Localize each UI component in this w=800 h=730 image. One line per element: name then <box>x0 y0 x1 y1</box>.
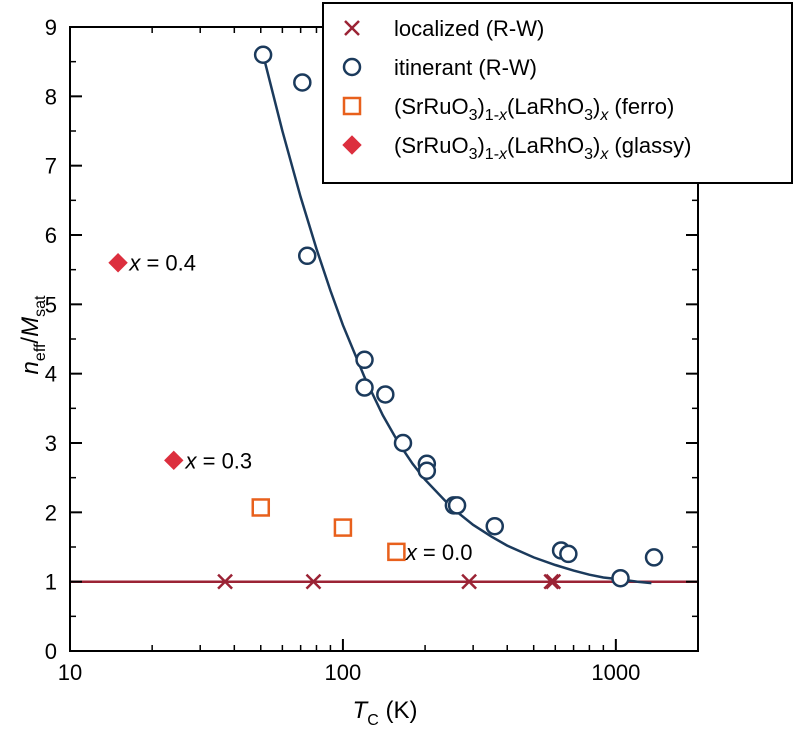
data-point-x <box>543 573 560 590</box>
data-point-circle <box>393 433 413 453</box>
legend-entry-label: (SrRuO3)1-x(LaRhO3)x (glassy) <box>394 133 691 163</box>
annotation-label: x = 0.4 <box>128 251 196 276</box>
y-tick-label: 6 <box>45 223 57 248</box>
legend-entry-label: (SrRuO3)1-x(LaRhO3)x (ferro) <box>394 94 674 124</box>
legend-marker-square <box>342 96 362 116</box>
data-point-circle <box>355 350 374 370</box>
data-point-square <box>251 498 271 517</box>
legend-entry-label: localized (R-W) <box>394 16 544 41</box>
axis-tick-labels: 10 100 1000 0 1 2 3 4 5 6 7 8 9 <box>45 15 641 685</box>
data-point-x <box>217 573 233 590</box>
data-point-diamond <box>164 450 184 471</box>
data-point-circle <box>253 45 273 64</box>
legend: localized (R-W) itinerant (R-W) (SrRuO3)1-… <box>322 2 793 184</box>
y-tick-label: 9 <box>45 15 57 40</box>
data-point-circle <box>297 246 317 266</box>
y-tick-label: 3 <box>45 431 57 456</box>
data-point-circle <box>559 544 578 564</box>
data-point-x <box>461 573 478 590</box>
annotation-label: x = 0.0 <box>405 540 473 565</box>
legend-marker-diamond <box>342 135 362 155</box>
x-axis-label: TC (K) <box>353 697 418 729</box>
annotations: x = 0.4 x = 0.3 x = 0.0 <box>128 251 472 565</box>
data-point-diamond <box>108 253 128 273</box>
y-tick-label: 4 <box>45 362 57 387</box>
data-point-circle <box>355 378 374 397</box>
data-point-square <box>333 518 353 537</box>
y-tick-label: 0 <box>45 639 57 664</box>
y-tick-label: 2 <box>45 500 57 525</box>
legend-box <box>322 2 793 184</box>
legend-marker-x <box>344 20 360 36</box>
x-tick-label: 100 <box>325 660 362 685</box>
y-tick-label: 1 <box>45 570 57 595</box>
data-point-x <box>545 573 562 590</box>
legend-entry-label: itinerant (R-W) <box>394 55 537 80</box>
x-tick-label: 1000 <box>591 660 640 685</box>
y-tick-label: 8 <box>45 84 57 109</box>
x-tick-label: 10 <box>58 660 82 685</box>
data-markers <box>108 45 664 590</box>
data-point-circle <box>293 73 312 92</box>
data-point-circle <box>417 461 437 480</box>
y-tick-label: 7 <box>45 154 57 179</box>
y-tick-label: 5 <box>45 292 57 317</box>
y-axis-label: neff/Msat <box>17 295 49 374</box>
data-point-circle <box>611 568 630 588</box>
data-point-circle <box>447 496 467 515</box>
data-point-square <box>387 542 406 562</box>
data-point-x <box>305 573 322 590</box>
data-point-circle <box>644 548 664 567</box>
legend-marker-circle <box>342 57 362 77</box>
data-point-circle <box>485 516 504 536</box>
annotation-label: x = 0.3 <box>185 448 253 473</box>
data-point-circle <box>376 385 395 404</box>
